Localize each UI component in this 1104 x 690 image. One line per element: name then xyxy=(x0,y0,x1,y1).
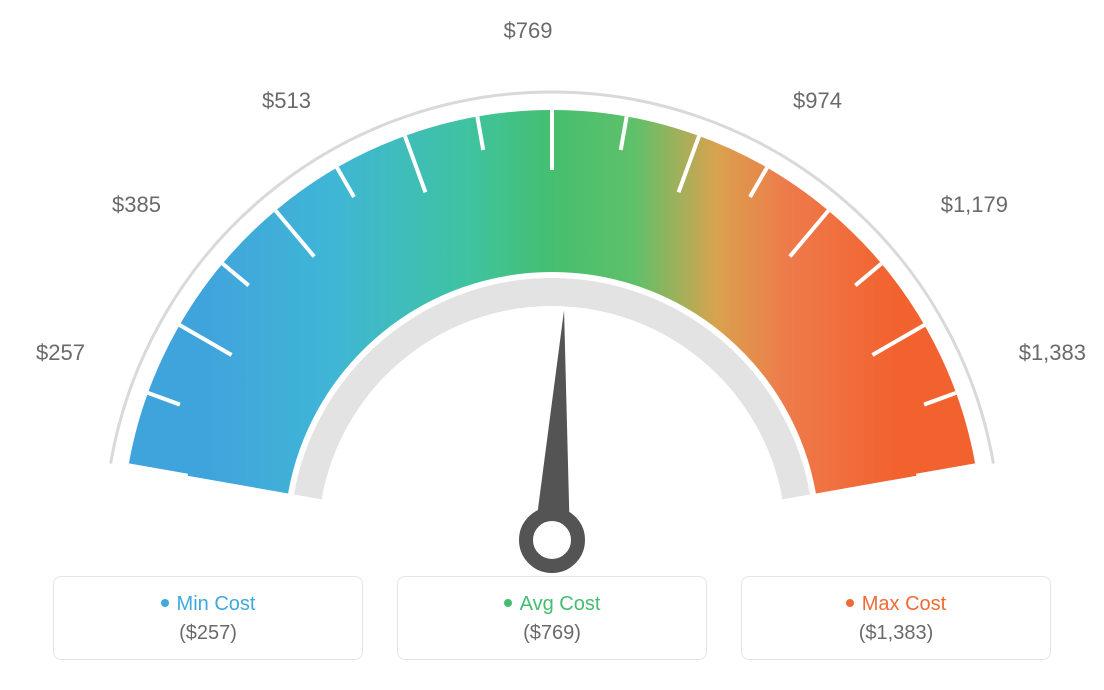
tick-label-0: $257 xyxy=(36,340,85,366)
legend-label: Min Cost xyxy=(177,593,256,615)
legend-card-avg: Avg Cost ($769) xyxy=(397,576,707,660)
legend-value: ($257) xyxy=(54,622,362,645)
dot-icon xyxy=(846,599,854,607)
tick-label-2: $513 xyxy=(262,88,311,114)
legend-label: Max Cost xyxy=(862,593,946,615)
dot-icon xyxy=(504,599,512,607)
gauge-svg xyxy=(22,40,1082,580)
legend-row: Min Cost ($257) Avg Cost ($769) Max Cost… xyxy=(0,576,1104,660)
legend-label: Avg Cost xyxy=(520,593,601,615)
gauge-chart: $257 $385 $513 $769 $974 $1,179 $1,383 xyxy=(0,0,1104,560)
tick-label-1: $385 xyxy=(112,192,161,218)
tick-label-5: $1,179 xyxy=(941,192,1008,218)
tick-label-3: $769 xyxy=(504,18,553,44)
dot-icon xyxy=(161,599,169,607)
tick-label-6: $1,383 xyxy=(1019,340,1086,366)
legend-value: ($769) xyxy=(398,622,706,645)
legend-card-min: Min Cost ($257) xyxy=(53,576,363,660)
legend-value: ($1,383) xyxy=(742,622,1050,645)
legend-card-max: Max Cost ($1,383) xyxy=(741,576,1051,660)
tick-label-4: $974 xyxy=(793,88,842,114)
